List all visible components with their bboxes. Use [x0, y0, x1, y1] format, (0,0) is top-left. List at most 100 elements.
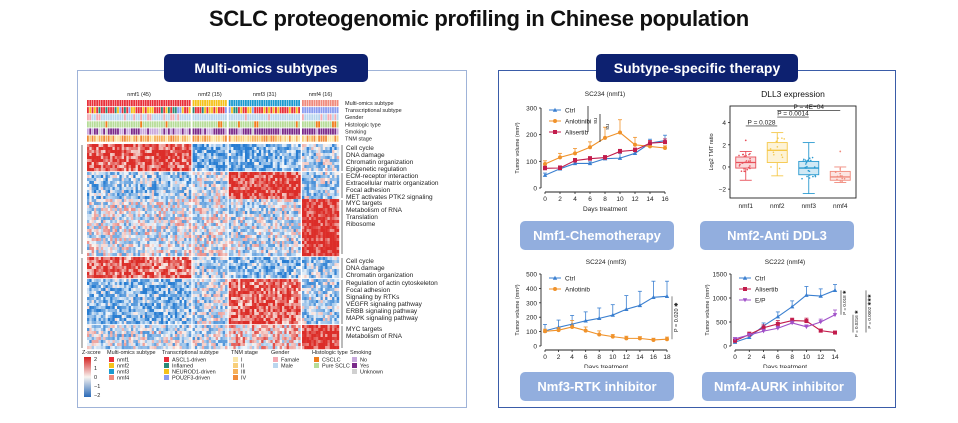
heatmap-cell — [172, 190, 176, 194]
annotation-cell — [295, 107, 298, 114]
heatmap-cell — [208, 184, 212, 188]
heatmap-cell — [105, 165, 109, 169]
heatmap-cell — [149, 172, 152, 176]
heatmap-cell — [218, 199, 221, 203]
annotation-cell — [103, 128, 106, 135]
heatmap-cell — [240, 250, 243, 254]
heatmap-cell — [251, 208, 255, 212]
heatmap-cell — [208, 257, 212, 261]
heatmap-cell — [325, 217, 328, 221]
heatmap-cell — [224, 257, 228, 261]
heatmap-cell — [186, 172, 189, 176]
heatmap-cell — [298, 156, 301, 160]
heatmap-cell — [301, 205, 305, 209]
heatmap-cell — [249, 235, 253, 239]
heatmap-cell — [181, 162, 185, 166]
annotation-cell — [327, 107, 330, 114]
heatmap-cell — [251, 196, 255, 200]
heatmap-cell — [211, 184, 214, 188]
heatmap-cell — [158, 247, 162, 251]
annotation-cell — [247, 121, 250, 128]
heatmap-cell — [110, 250, 113, 254]
heatmap-cell — [265, 202, 269, 206]
heatmap-cell — [174, 223, 178, 227]
heatmap-cell — [105, 217, 109, 221]
heatmap-cell — [320, 211, 324, 215]
heatmap-cell — [261, 208, 264, 212]
heatmap-cell — [154, 263, 157, 267]
heatmap-cell — [258, 244, 262, 248]
heatmap-cell — [124, 165, 127, 169]
heatmap-cell — [315, 217, 319, 221]
annotation-cell — [272, 107, 275, 114]
heatmap-cell — [204, 229, 207, 233]
annotation-cell — [107, 121, 110, 128]
heatmap-cell — [281, 214, 285, 218]
heatmap-cell — [222, 235, 226, 239]
annotation-cell — [291, 100, 294, 107]
heatmap-cell — [228, 247, 232, 251]
heatmap-cell — [298, 226, 301, 230]
heatmap-cell — [261, 199, 264, 203]
heatmap-cell — [220, 223, 223, 227]
annotation-cell — [213, 128, 216, 135]
heatmap-cell — [304, 168, 307, 172]
heatmap-cell — [179, 199, 183, 203]
heatmap-cell — [251, 153, 255, 157]
annotation-cell — [334, 135, 337, 142]
heatmap-cell — [275, 223, 278, 227]
heatmap-cell — [161, 153, 164, 157]
heatmap-cell — [208, 153, 212, 157]
heatmap-cell — [144, 181, 148, 185]
heatmap-cell — [147, 181, 150, 185]
heatmap-cell — [334, 208, 337, 212]
heatmap-cell — [181, 235, 185, 239]
heatmap-cell — [275, 162, 278, 166]
heatmap-cell — [254, 202, 257, 206]
heatmap-cell — [93, 168, 97, 172]
heatmap-cell — [112, 223, 115, 227]
heatmap-cell — [98, 202, 102, 206]
heatmap-cell — [124, 244, 127, 248]
heatmap-cell — [286, 232, 290, 236]
heatmap-cell — [181, 247, 185, 251]
heatmap-cell — [110, 184, 113, 188]
annotation-cell — [336, 114, 339, 121]
heatmap-cell — [336, 193, 340, 197]
heatmap-cell — [137, 184, 141, 188]
heatmap-cell — [96, 150, 99, 154]
heatmap-cell — [279, 226, 283, 230]
annotation-cell — [177, 107, 180, 114]
heatmap-cell — [322, 187, 326, 191]
heatmap-cell — [284, 196, 287, 200]
heatmap-cell — [128, 253, 132, 257]
heatmap-cell — [228, 187, 232, 191]
heatmap-cell — [126, 235, 129, 239]
heatmap-cell — [238, 196, 241, 200]
heatmap-cell — [206, 232, 209, 236]
heatmap-cell — [133, 202, 136, 206]
annotation-cell — [149, 100, 152, 107]
heatmap-cell — [163, 253, 166, 257]
heatmap-cell — [184, 260, 187, 264]
heatmap-cell — [121, 190, 125, 194]
heatmap-cell — [293, 193, 297, 197]
heatmap-cell — [215, 202, 219, 206]
heatmap-cell — [117, 266, 120, 270]
annotation-cell — [244, 100, 247, 107]
heatmap-cell — [313, 159, 317, 163]
heatmap-cell — [107, 159, 111, 163]
heatmap-cell — [304, 165, 307, 169]
heatmap-cell — [251, 229, 255, 233]
annotation-cell — [244, 121, 247, 128]
heatmap-cell — [184, 232, 187, 236]
heatmap-cell — [281, 223, 285, 227]
heatmap-cell — [222, 184, 226, 188]
heatmap-cell — [233, 190, 236, 194]
heatmap-cell — [133, 162, 136, 166]
heatmap-cell — [238, 253, 241, 257]
heatmap-cell — [265, 153, 269, 157]
heatmap-cell — [188, 168, 192, 172]
heatmap-cell — [295, 159, 299, 163]
heatmap-cell — [332, 168, 335, 172]
